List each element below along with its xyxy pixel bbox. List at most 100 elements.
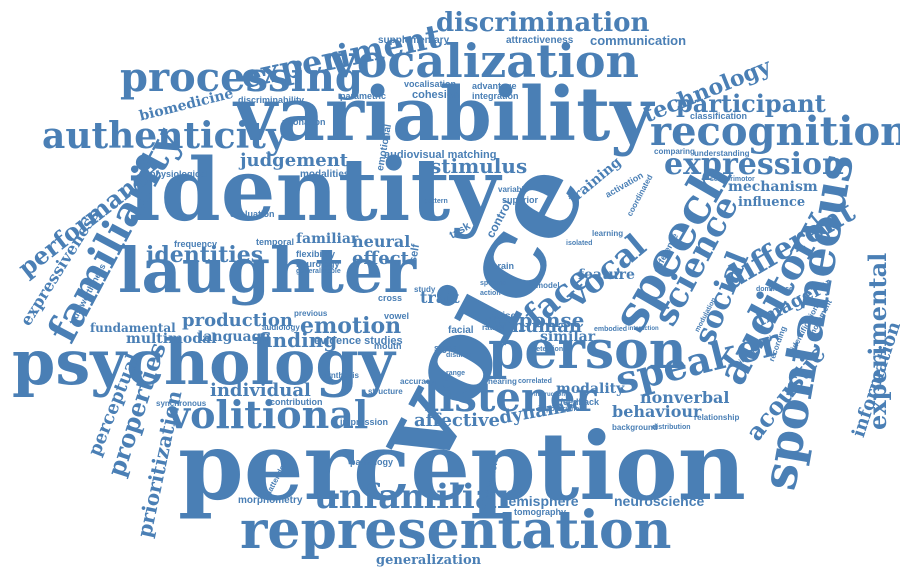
word-audiology: audiology: [262, 323, 300, 332]
word-embodied: embodied: [594, 326, 628, 333]
word-feature: feature: [578, 267, 635, 283]
word-representation: representation: [240, 500, 672, 561]
word-fundamental: fundamental: [90, 321, 176, 335]
word-generalisable: generalisable: [296, 268, 341, 275]
word-listener: listener: [424, 374, 597, 421]
word-audiovisual-matching: audiovisual matching: [384, 149, 497, 161]
word-neuroscience: neuroscience: [614, 493, 705, 509]
word-temporal: temporal: [256, 237, 295, 247]
word-rating: rating: [482, 323, 505, 332]
word-participant: participant: [676, 89, 826, 118]
word-evidence-studies: evidence studies: [314, 335, 403, 347]
word-trait: trait: [420, 288, 460, 307]
word-vocalisation: vocalisation: [404, 79, 457, 89]
word-synthesis: synthesis: [322, 371, 359, 380]
word-psychology: psychology: [12, 326, 395, 399]
word-facial: facial: [448, 325, 474, 336]
word-modalities: modalities: [300, 169, 350, 180]
word-effect: effect: [352, 248, 409, 269]
word-feedback: feedback: [560, 397, 600, 407]
word-action: action: [480, 290, 501, 297]
word-mechanism: mechanism: [728, 179, 818, 195]
word-impoverished: impoverished: [538, 406, 584, 413]
word-signal: signal: [434, 343, 461, 353]
word-variable: variable: [498, 185, 529, 194]
word-judgement: judgement: [240, 150, 349, 171]
word-structure: structure: [368, 387, 403, 396]
word-recognition: recognition: [650, 108, 900, 155]
word-distribution: distribution: [652, 424, 691, 431]
word-identities: identities: [146, 242, 264, 268]
word-impression: impression: [340, 417, 389, 427]
word-behaviour: behaviour: [612, 402, 702, 421]
word-multimodal: multimodal: [126, 331, 217, 347]
word-discrimination: discrimination: [436, 8, 650, 38]
word-human: human: [512, 316, 582, 337]
word-phonation: phonation: [282, 117, 326, 127]
word-unfamiliar: unfamiliar: [314, 477, 515, 517]
word-affective: affective: [414, 410, 500, 431]
word-emotion: emotion: [300, 313, 402, 339]
word-neurology: neurology: [296, 259, 340, 269]
word-language: language: [198, 329, 271, 345]
word-background: background: [612, 423, 658, 432]
word-parametric: parametric: [340, 91, 387, 101]
word-classification: classification: [690, 111, 748, 121]
word-stimulus: stimulus: [430, 154, 528, 178]
word-detection: detection: [532, 346, 564, 353]
word-neural: neural: [352, 232, 411, 251]
word-instruction: instruction: [534, 392, 565, 398]
word-comparing: comparing: [654, 147, 695, 156]
word-range: range: [446, 370, 466, 377]
word-individual: individual: [210, 380, 311, 401]
word-specific: specific: [480, 280, 507, 287]
word-person: person: [488, 320, 687, 381]
word-modality: modality: [556, 381, 625, 397]
word-hearing: hearing: [488, 377, 517, 386]
word-response: response: [484, 308, 585, 332]
word-accuracy: accuracy: [400, 377, 435, 386]
word-similar: similar: [540, 329, 596, 345]
word-vocalization: vocalization: [330, 34, 639, 88]
word-vowel: vowel: [384, 311, 410, 321]
word-finding: finding: [258, 328, 338, 352]
word-pattern: pattern: [424, 198, 448, 205]
word-self: self: [407, 243, 423, 264]
word-synchronous: synchronous: [156, 399, 207, 408]
word-production: production: [182, 310, 293, 331]
word-distinct: distinct: [446, 352, 471, 359]
word-generalization: generalization: [376, 553, 482, 568]
word-noise: noise: [490, 311, 517, 322]
word-model: model: [536, 281, 560, 290]
word-attractiveness: attractiveness: [506, 35, 574, 46]
word-cohesion: cohesion: [412, 89, 461, 101]
word-relationship: relationship: [694, 413, 740, 422]
word-volitional: volitional: [168, 392, 369, 437]
word-perception: perception: [178, 412, 746, 522]
word-familiar: familiar: [296, 231, 359, 247]
word-flexibility: flexibility: [296, 249, 336, 259]
word-learning: learning: [592, 229, 624, 238]
word-influence: influence: [738, 195, 806, 210]
word-study: study: [414, 285, 436, 294]
word-mouth: mouth: [374, 341, 402, 351]
word-previous: previous: [294, 309, 328, 318]
word-understanding: understanding: [694, 149, 750, 158]
word-hemisphere: hemisphere: [500, 493, 579, 509]
word-discriminability: discriminability: [238, 95, 305, 105]
word-integration: integration: [472, 91, 519, 101]
word-nonverbal: nonverbal: [640, 388, 730, 407]
word-processing: processing: [120, 54, 363, 101]
word-expression: expression: [664, 147, 844, 182]
word-advantage: advantage: [472, 81, 517, 91]
word-brain: brain: [492, 261, 515, 271]
word-frequency: frequency: [174, 239, 218, 249]
word-dominance: dominance: [756, 286, 793, 293]
word-superior: superior: [502, 195, 539, 205]
word-pathology: pathology: [350, 457, 393, 467]
word-morphometry: morphometry: [238, 495, 303, 506]
word-tomography: tomography: [514, 507, 567, 517]
word-contribution: contribution: [270, 397, 323, 407]
word-physiological: physiological: [150, 169, 208, 179]
